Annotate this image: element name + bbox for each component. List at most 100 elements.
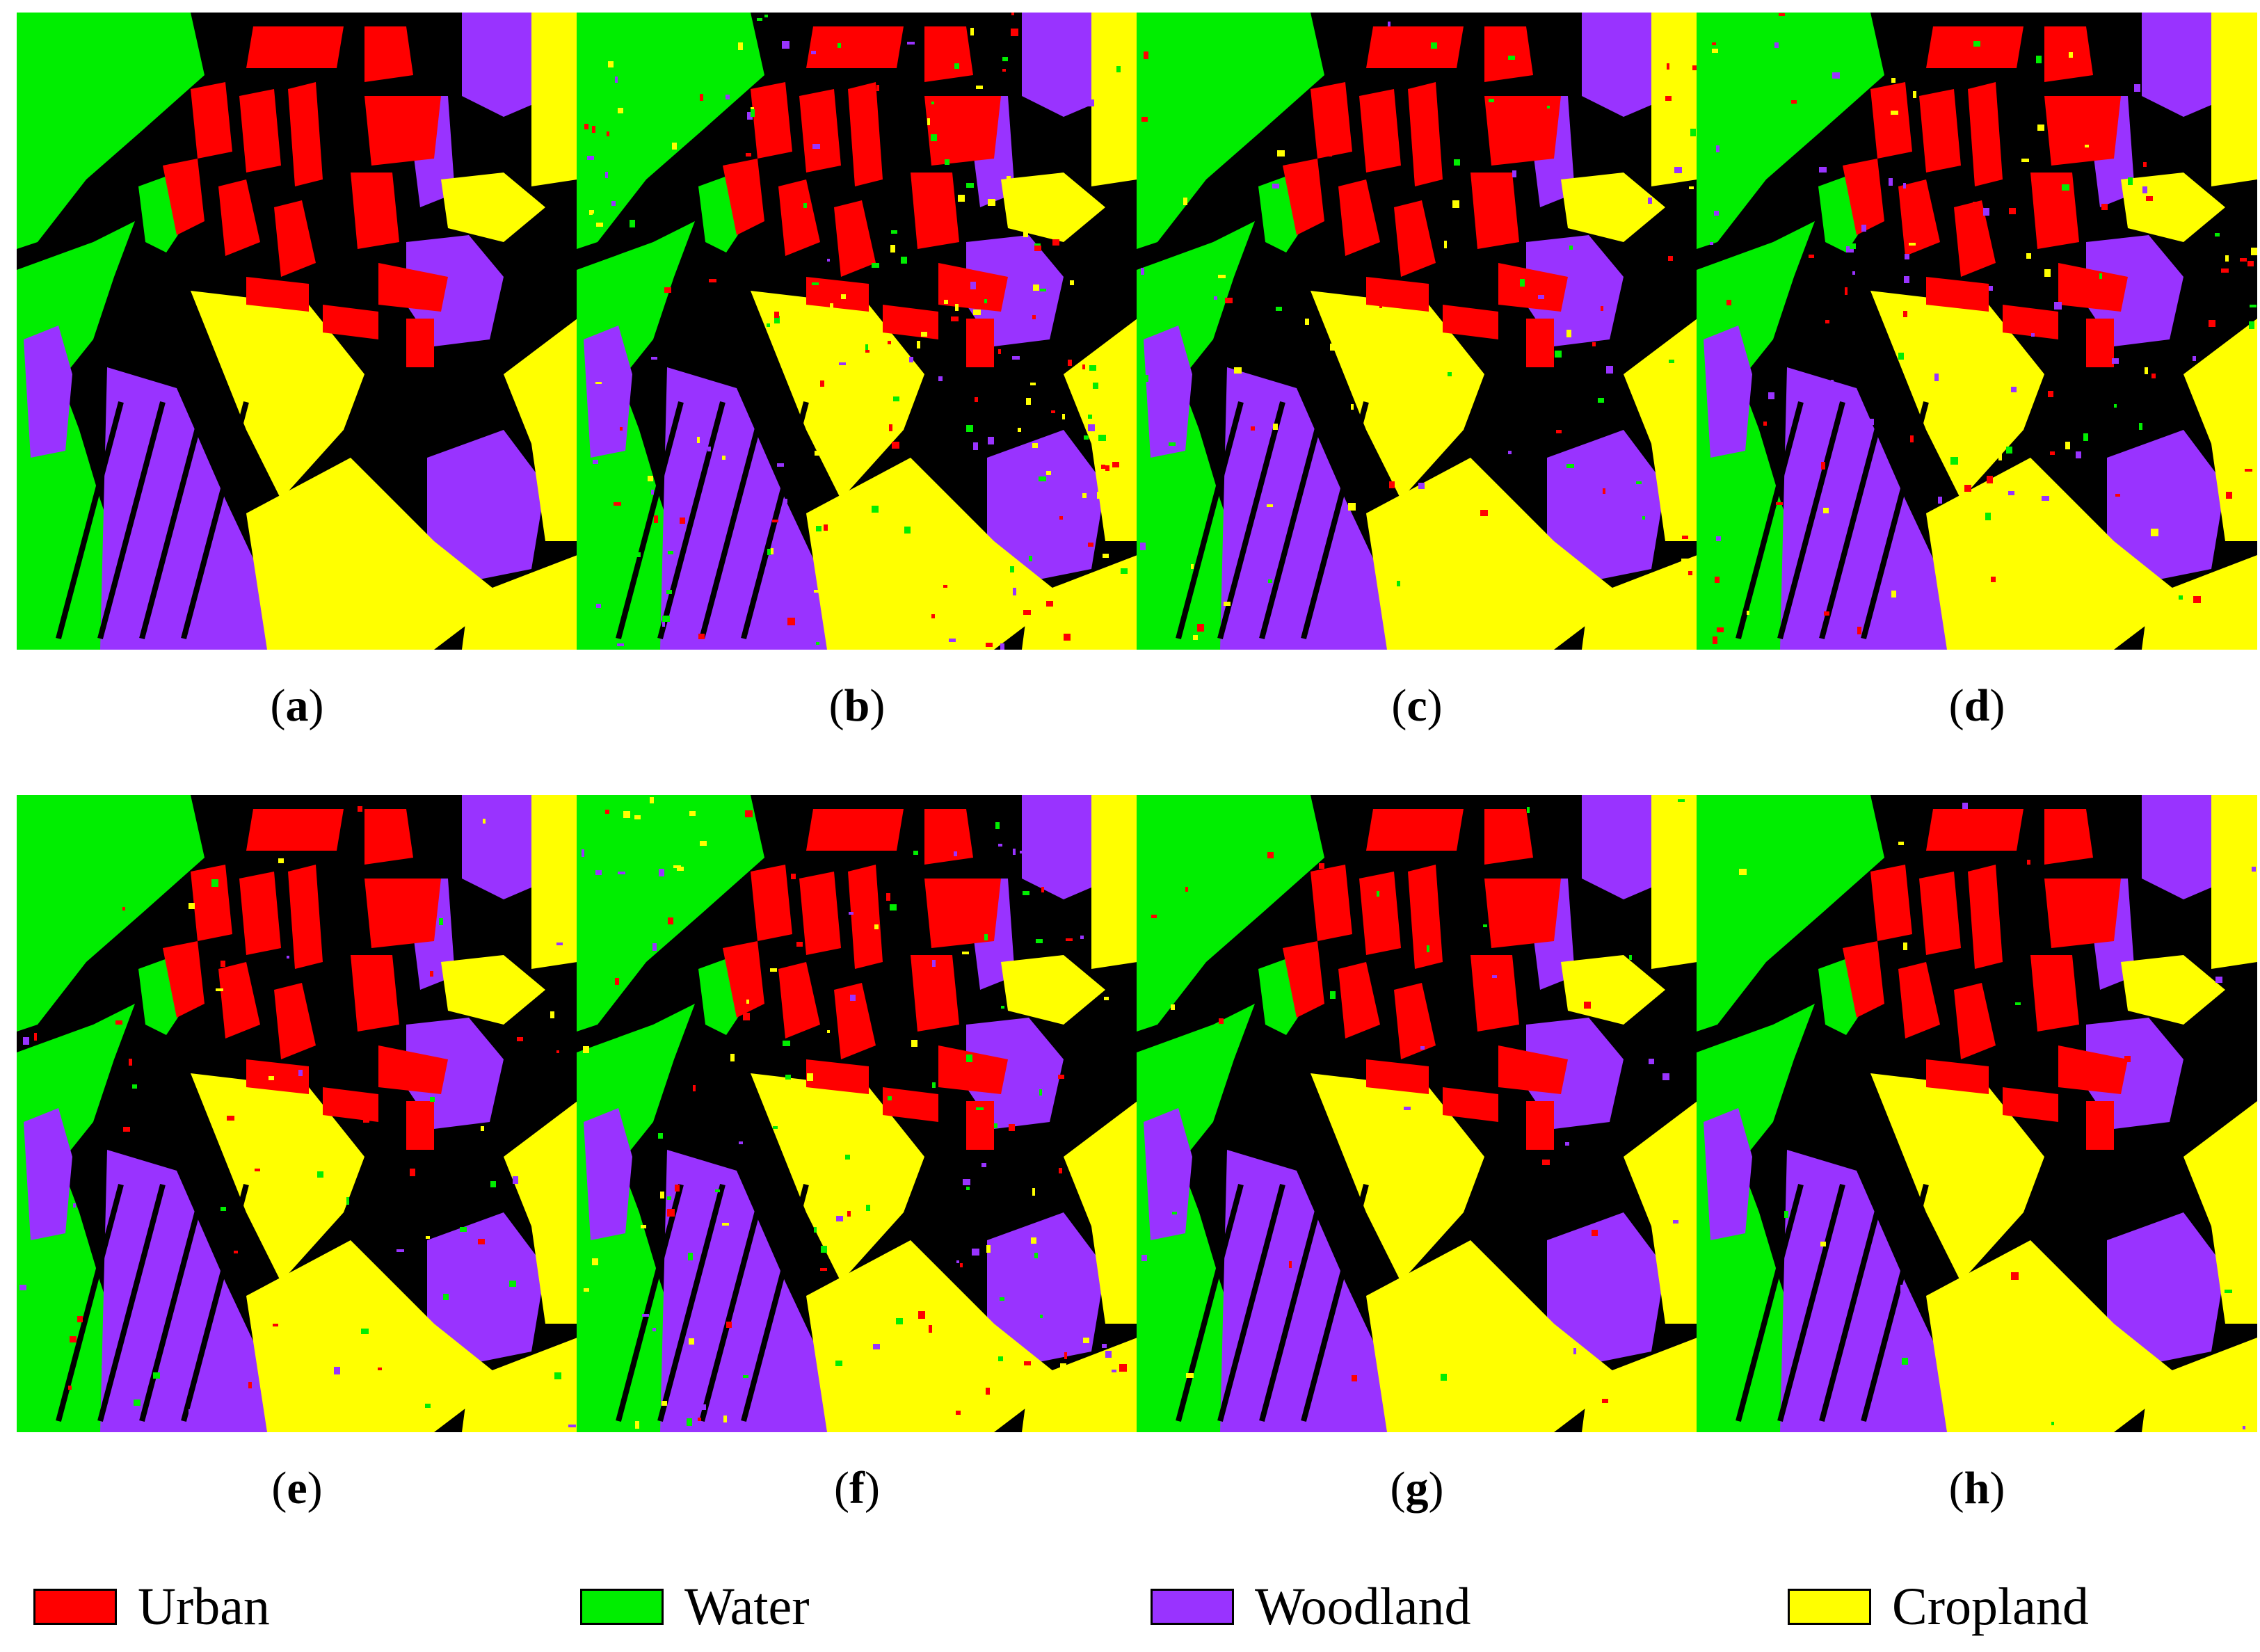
caption-g: (g) <box>1390 1463 1444 1514</box>
noise-pixel <box>2048 391 2053 397</box>
noise-pixel <box>582 849 584 857</box>
legend-item-urban: Urban <box>33 1579 270 1635</box>
noise-pixel <box>917 341 920 348</box>
noise-pixel <box>1964 485 1971 492</box>
urban-region <box>2030 955 2079 1032</box>
caption-c: (c) <box>1391 680 1443 731</box>
noise-pixel <box>1059 516 1063 520</box>
noise-pixel <box>2115 494 2120 497</box>
urban-region <box>1443 305 1498 339</box>
classification-map-d <box>1697 13 2257 650</box>
caption-f: (f) <box>834 1463 880 1514</box>
noise-pixel <box>774 312 779 318</box>
noise-pixel <box>767 549 771 555</box>
cropland-region <box>1001 955 1105 1025</box>
noise-pixel <box>425 1404 431 1408</box>
noise-pixel <box>984 934 988 940</box>
noise-pixel <box>988 437 994 444</box>
noise-pixel <box>1831 380 1834 386</box>
noise-pixel <box>1352 1375 1357 1381</box>
noise-pixel <box>1011 13 1014 15</box>
noise-pixel <box>821 1246 827 1253</box>
noise-pixel <box>1171 1004 1175 1010</box>
road-line <box>1736 401 1804 640</box>
noise-pixel <box>746 1000 749 1004</box>
noise-pixel <box>556 1050 559 1053</box>
noise-pixel <box>1052 239 1059 246</box>
noise-pixel <box>803 203 807 208</box>
urban-region <box>1484 26 1533 82</box>
urban-region <box>163 941 205 1018</box>
cropland-region <box>1064 1101 1137 1324</box>
noise-pixel <box>1388 527 1395 531</box>
noise-pixel <box>1039 1089 1042 1096</box>
noise-pixel <box>1642 516 1645 520</box>
noise-pixel <box>1418 483 1425 489</box>
noise-pixel <box>593 214 598 220</box>
noise-pixel <box>1527 807 1530 813</box>
woodland-region <box>987 430 1105 583</box>
noise-pixel <box>1034 1253 1038 1258</box>
noise-pixel <box>660 1192 664 1198</box>
noise-pixel <box>1031 1237 1036 1244</box>
noise-pixel <box>1819 167 1827 173</box>
urban-region <box>1843 941 1884 1018</box>
classification-map-e <box>17 795 577 1432</box>
noise-pixel <box>1330 991 1336 999</box>
urban-region <box>1470 955 1519 1032</box>
noise-pixel <box>998 1356 1003 1361</box>
noise-pixel <box>2027 860 2030 865</box>
noise-pixel <box>1119 1364 1127 1372</box>
noise-pixel <box>774 316 780 323</box>
noise-pixel <box>361 1329 369 1334</box>
urban-region <box>323 305 378 339</box>
road-line <box>1217 1183 1285 1422</box>
urban-region <box>364 96 441 166</box>
noise-pixel <box>1172 1212 1177 1214</box>
noise-pixel <box>1088 415 1092 419</box>
noise-pixel <box>909 357 913 362</box>
noise-pixel <box>593 460 598 464</box>
noise-pixel <box>966 1054 972 1062</box>
noise-pixel <box>1508 56 1515 60</box>
noise-pixel <box>700 841 707 846</box>
noise-pixel <box>657 157 663 160</box>
woodland-region <box>427 1212 545 1365</box>
noise-pixel <box>767 323 770 327</box>
woodland-region <box>660 1150 841 1432</box>
noise-pixel <box>1082 364 1085 369</box>
map-panel-e <box>17 795 577 1432</box>
noise-pixel <box>1032 443 1038 448</box>
noise-pixel <box>652 1328 656 1331</box>
road-line <box>657 401 726 640</box>
urban-region <box>806 26 904 68</box>
noise-pixel <box>1715 577 1720 583</box>
cropland-swatch <box>1788 1589 1871 1625</box>
noise-pixel <box>827 259 830 262</box>
noise-pixel <box>1419 328 1422 330</box>
noise-pixel <box>1747 611 1749 615</box>
noise-pixel <box>912 1404 917 1412</box>
noise-pixel <box>102 1365 105 1368</box>
road-line <box>616 401 684 640</box>
urban-region <box>723 159 764 235</box>
noise-pixel <box>1330 344 1336 351</box>
noise-pixel <box>839 362 846 365</box>
noise-pixel <box>787 618 795 625</box>
noise-pixel <box>814 1227 817 1233</box>
urban-region <box>2086 1101 2114 1150</box>
urban-region <box>406 1101 434 1150</box>
noise-pixel <box>743 1375 748 1378</box>
noise-pixel <box>932 960 936 967</box>
noise-pixel <box>1998 453 2002 460</box>
caption-b: (b) <box>828 680 885 731</box>
noise-pixel <box>584 1288 589 1292</box>
noise-pixel <box>1584 1002 1591 1009</box>
noise-pixel <box>1151 915 1157 918</box>
noise-pixel <box>255 1169 260 1171</box>
noise-pixel <box>2198 550 2203 554</box>
noise-pixel <box>1973 202 1979 207</box>
cropland-region <box>2121 173 2225 242</box>
urban-region <box>246 809 344 851</box>
cropland-region <box>246 1240 504 1432</box>
